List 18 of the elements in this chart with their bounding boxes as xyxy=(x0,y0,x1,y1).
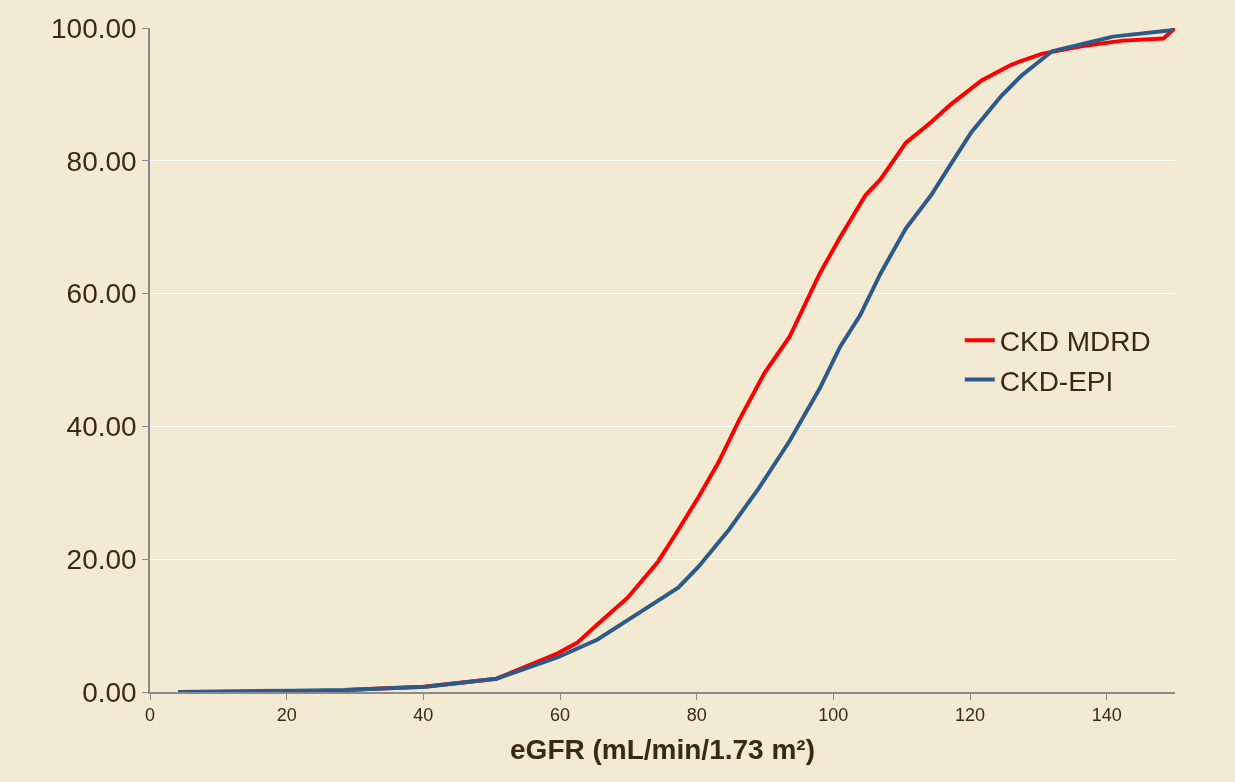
legend-label: CKD-EPI xyxy=(999,365,1114,397)
y-tick-label: 20.00 xyxy=(66,544,137,575)
x-tick-label: 20 xyxy=(276,705,297,726)
y-tick-label: 0.00 xyxy=(82,676,137,708)
x-tick-label: 40 xyxy=(413,705,434,726)
y-tick-label: 80.00 xyxy=(66,145,137,177)
x-tick-label: 60 xyxy=(549,705,571,726)
x-tick-label: 100 xyxy=(818,705,849,726)
x-tick-label: 80 xyxy=(686,705,707,726)
y-tick-label: 40.00 xyxy=(66,411,137,443)
y-tick-label: 60.00 xyxy=(66,278,137,310)
x-tick-label: 0 xyxy=(144,705,156,726)
y-tick-label: 100.00 xyxy=(51,12,137,44)
line-series xyxy=(176,28,1175,692)
x-tick-label: 140 xyxy=(1091,705,1122,726)
legend-label: CKD MDRD xyxy=(999,326,1151,358)
x-tick-label: 120 xyxy=(954,705,986,726)
x-axis-title: eGFR (mL/min/1.73 m²) xyxy=(510,733,815,765)
